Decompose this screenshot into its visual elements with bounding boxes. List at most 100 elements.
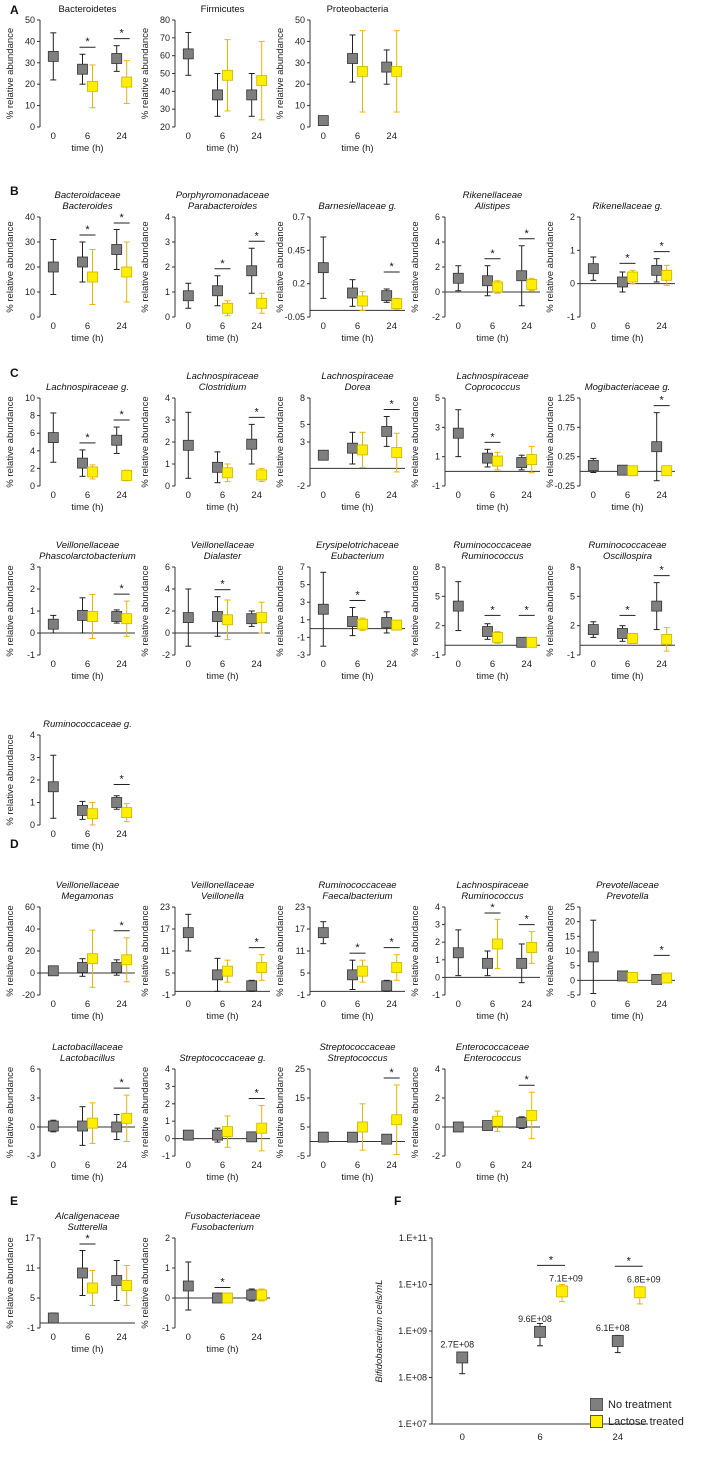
x-tick-label: 24 — [386, 1160, 397, 1171]
chart-title: Porphyromonadaceae — [176, 190, 269, 201]
y-tick-label: 2 — [435, 262, 440, 272]
y-tick-label: 1 — [165, 1263, 170, 1273]
data-point-no-treatment — [77, 610, 88, 621]
data-point-no-treatment — [47, 781, 59, 793]
x-axis-label: time (h) — [341, 671, 373, 682]
y-tick-label: 5 — [435, 393, 440, 403]
x-tick-label: 24 — [656, 999, 667, 1010]
data-point-no-treatment — [587, 624, 599, 635]
significance-star: * — [120, 774, 125, 786]
x-axis-label: time (h) — [341, 1172, 373, 1183]
y-axis-label: % relative abundance — [5, 1237, 16, 1328]
significance-star: * — [85, 224, 90, 236]
data-point-no-treatment — [452, 1121, 464, 1133]
x-tick-label: 6 — [85, 490, 90, 501]
data-point-lactose — [121, 470, 133, 481]
x-tick-label: 6 — [85, 659, 90, 670]
x-tick-label: 24 — [386, 659, 397, 670]
legend-label: Lactose treated — [608, 1415, 684, 1428]
chart-title: Phascolarctobacterium — [39, 551, 136, 562]
data-point-lactose — [256, 1122, 268, 1134]
chart-panel: Streptococcaceae g. -1 0 1 2 3 4 % relative abu… — [140, 1053, 270, 1183]
x-axis-label: time (h) — [71, 143, 103, 154]
legend-swatch-yellow — [590, 1415, 603, 1428]
x-tick-label: 0 — [186, 1160, 191, 1171]
x-tick-label: 0 — [51, 1332, 56, 1343]
data-point-lactose — [633, 1286, 646, 1299]
y-axis-label: % relative abundance — [5, 396, 16, 487]
x-tick-label: 0 — [321, 659, 326, 670]
x-axis-label: time (h) — [206, 671, 238, 682]
significance-star: * — [85, 36, 90, 48]
y-tick-label: 0 — [435, 972, 440, 982]
data-point-no-treatment — [587, 263, 599, 275]
chart-title: Eubacterium — [331, 551, 384, 562]
x-tick-label: 6 — [220, 1160, 225, 1171]
data-point-lactose — [526, 636, 538, 648]
y-tick-label: 5 — [570, 961, 575, 971]
chart-panel: Rikenellaceae g. -1 0 1 2 % relative abundanc… — [545, 201, 675, 344]
x-tick-label: 24 — [116, 490, 127, 501]
y-tick-label: 5 — [300, 1122, 305, 1132]
data-point-lactose — [526, 1110, 538, 1121]
x-tick-label: 6 — [490, 1160, 495, 1171]
data-point-no-treatment — [111, 1121, 123, 1133]
y-tick-label: 0 — [30, 820, 35, 830]
data-point-lactose — [256, 469, 268, 481]
y-tick-label: 3 — [30, 753, 35, 763]
y-tick-label: 3 — [435, 920, 440, 930]
data-point-no-treatment — [111, 797, 123, 808]
y-tick-label: 15 — [295, 1093, 305, 1103]
chart-title: Fusobacterium — [191, 1222, 254, 1233]
y-tick-label: 0 — [165, 312, 170, 322]
y-tick-label: 0 — [30, 1122, 35, 1132]
data-point-no-treatment — [587, 460, 599, 471]
y-tick-label: 0 — [30, 312, 35, 322]
y-tick-label: 1 — [435, 452, 440, 462]
y-tick-label: 2 — [30, 775, 35, 785]
data-point-no-treatment — [77, 962, 88, 973]
x-tick-label: 0 — [591, 490, 596, 501]
x-axis-label: time (h) — [341, 502, 373, 513]
y-tick-label: 5 — [300, 419, 305, 429]
data-point-lactose — [357, 295, 368, 307]
y-tick-label: -0.25 — [554, 481, 575, 491]
y-tick-label: -1 — [162, 990, 170, 1000]
y-tick-label: 11 — [296, 946, 305, 956]
data-point-lactose — [222, 69, 233, 81]
significance-star: * — [255, 1088, 260, 1100]
y-tick-label: 1.E+07 — [398, 1419, 427, 1429]
x-tick-label: 0 — [591, 321, 596, 332]
y-tick-label: 2 — [30, 463, 35, 473]
x-tick-label: 6 — [625, 490, 630, 501]
chart-title: Sutterella — [67, 1222, 107, 1233]
x-tick-label: 6 — [625, 321, 630, 332]
y-tick-label: -2 — [432, 312, 440, 322]
x-tick-label: 0 — [186, 999, 191, 1010]
x-tick-label: 0 — [456, 999, 461, 1010]
chart-title: Alcaligenaceae — [54, 1211, 119, 1222]
chart-panel: F 1.E+07 1.E+08 1.E+09 1.E+10 1.E+11 Bifidobac… — [374, 1194, 661, 1443]
y-axis-label: % relative abundance — [5, 734, 16, 825]
x-tick-label: 6 — [220, 131, 225, 142]
x-tick-label: 0 — [321, 999, 326, 1010]
x-tick-label: 24 — [521, 659, 532, 670]
y-axis-label: % relative abundance — [140, 1067, 151, 1158]
y-tick-label: 25 — [295, 1064, 305, 1074]
data-point-no-treatment — [482, 275, 493, 287]
y-axis-label: % relative abundance — [140, 565, 151, 656]
y-tick-label: -1 — [162, 1323, 170, 1333]
data-point-lactose — [391, 65, 403, 77]
y-tick-label: -1 — [432, 481, 440, 491]
data-point-no-treatment — [47, 432, 59, 444]
chart-title: Prevotellaceae — [596, 880, 659, 891]
data-point-no-treatment — [317, 603, 329, 615]
data-point-lactose — [87, 80, 98, 92]
x-tick-label: 24 — [656, 321, 667, 332]
